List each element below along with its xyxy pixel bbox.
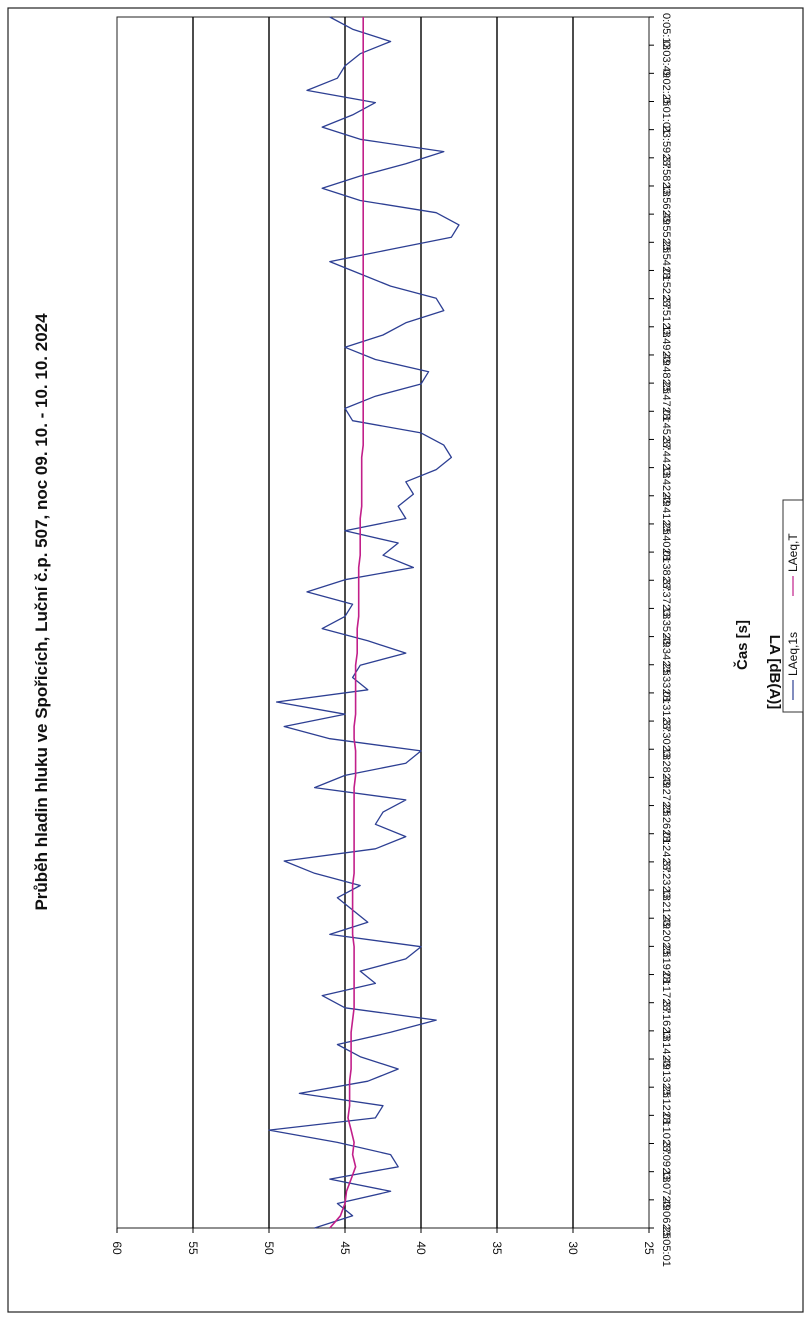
x-tick-label-33: 23:51:13 — [660, 295, 672, 338]
x-tick-label-31: 23:48:25 — [660, 351, 672, 394]
x-tick-label-26: 23:41:25 — [660, 492, 672, 535]
series-layer — [268, 16, 460, 1229]
x-tick-label-32: 23:49:49 — [660, 323, 672, 366]
x-tick-label-20: 23:33:01 — [660, 661, 672, 704]
x-tick-label-19: 23:31:37 — [660, 689, 672, 732]
x-tick-label-30: 23:47:01 — [660, 379, 672, 422]
chart-title: Průběh hladin hluku ve Spořicích, Luční … — [32, 313, 51, 911]
x-tick-label-5: 23:12:01 — [660, 1083, 672, 1126]
y-tick-label-25: 25 — [642, 1241, 656, 1255]
x-tick-label-21: 23:34:25 — [660, 633, 672, 676]
y-tick-label-35: 35 — [490, 1241, 504, 1255]
x-tick-label-13: 23:23:13 — [660, 858, 672, 901]
x-tick-label-11: 23:20:25 — [660, 914, 672, 957]
x-tick-label-12: 23:21:49 — [660, 886, 672, 929]
x-tick-label-42: 0:03:49 — [660, 41, 672, 78]
x-tick-label-23: 23:37:13 — [660, 576, 672, 619]
y-axis-label: LA [dB(A)] — [766, 635, 783, 709]
x-tick-label-36: 23:55:25 — [660, 210, 672, 253]
legend-box — [782, 499, 804, 713]
x-tick-label-18: 23:30:13 — [660, 717, 672, 760]
x-tick-label-24: 23:38:37 — [660, 548, 672, 591]
x-tick-label-17: 23:28:49 — [660, 745, 672, 788]
x-tick-label-35: 23:54:01 — [660, 238, 672, 281]
x-tick-label-41: 0:02:25 — [660, 69, 672, 106]
x-tick-label-6: 23:13:25 — [660, 1055, 672, 1098]
x-tick-label-40: 0:01:01 — [660, 97, 672, 134]
x-tick-label-28: 23:44:13 — [660, 435, 672, 478]
y-tick-label-40: 40 — [414, 1241, 428, 1255]
y-tick-label-50: 50 — [262, 1241, 276, 1255]
x-tick-label-38: 23:58:13 — [660, 154, 672, 197]
x-tick-label-34: 23:52:37 — [660, 266, 672, 309]
x-tick-label-0: 23:05:01 — [660, 1224, 672, 1267]
x-tick-label-7: 23:14:49 — [660, 1027, 672, 1070]
plot-area — [116, 16, 650, 1229]
x-tick-label-43: 0:05:13 — [660, 13, 672, 50]
x-tick-label-4: 23:10:37 — [660, 1111, 672, 1154]
x-tick-label-29: 23:45:37 — [660, 407, 672, 450]
x-tick-label-37: 23:56:49 — [660, 182, 672, 225]
x-axis-ticks: 23:05:0123:06:2523:07:4923:09:1323:10:37… — [649, 13, 672, 1267]
y-tick-label-55: 55 — [186, 1241, 200, 1255]
x-tick-label-39: 23:59:37 — [660, 126, 672, 169]
x-tick-label-1: 23:06:25 — [660, 1196, 672, 1239]
series-laeqt-line — [329, 17, 365, 1229]
x-tick-label-10: 23:19:01 — [660, 942, 672, 985]
x-tick-label-15: 23:26:01 — [660, 802, 672, 845]
x-tick-label-2: 23:07:49 — [660, 1168, 672, 1211]
x-tick-label-9: 23:17:37 — [660, 971, 672, 1014]
grid-lines — [192, 17, 574, 1228]
y-tick-label-30: 30 — [566, 1241, 580, 1255]
legend-label-laeqt: LAeq,T — [786, 533, 800, 572]
series-laeq1s-line — [268, 16, 460, 1229]
y-axis-ticks: 60 55 50 45 40 35 30 25 — [110, 1228, 656, 1255]
x-tick-label-8: 23:16:13 — [660, 999, 672, 1042]
x-tick-label-25: 23:40:01 — [660, 520, 672, 563]
y-tick-label-45: 45 — [338, 1241, 352, 1255]
x-tick-label-27: 23:42:49 — [660, 464, 672, 507]
x-tick-label-14: 23:24:37 — [660, 830, 672, 873]
x-axis-label: Čas [s] — [733, 620, 751, 670]
x-tick-label-16: 23:27:25 — [660, 773, 672, 816]
x-tick-label-22: 23:35:49 — [660, 604, 672, 647]
legend-label-laeq1s: LAeq,1s — [786, 632, 800, 676]
x-tick-label-3: 23:09:13 — [660, 1140, 672, 1183]
legend: LAeq,1s LAeq,T — [782, 499, 804, 713]
y-tick-label-60: 60 — [110, 1241, 124, 1255]
